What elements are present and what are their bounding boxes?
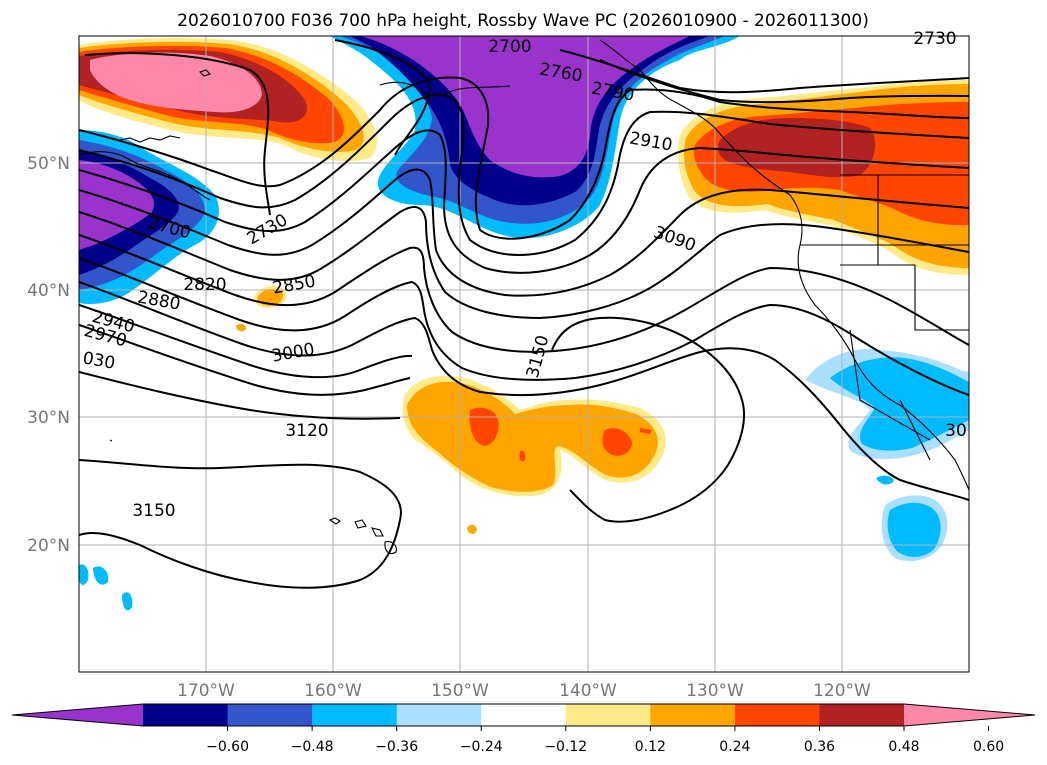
colorbar-segment [565, 704, 651, 726]
lon-label: 170°W [177, 681, 235, 701]
height-contours [79, 39, 969, 589]
colorbar-segment [481, 704, 567, 726]
contour-label: 30 [945, 421, 967, 441]
positive-anomaly-shading [79, 37, 969, 534]
colorbar-tick-label: −0.36 [375, 739, 418, 755]
colorbar-segment [227, 704, 313, 726]
colorbar-tick-label: 0.48 [888, 739, 919, 755]
lat-label: 50°N [27, 154, 70, 174]
colorbar-extend-low [12, 704, 143, 726]
colorbar: −0.60 −0.48 −0.36 −0.24 −0.12 0.12 0.24 0.36 0.4… [11, 703, 1036, 755]
colorbar-tick-label: 0.60 [973, 739, 1004, 755]
contour-label: 3150 [132, 501, 175, 521]
colorbar-tick-label: 0.24 [719, 739, 750, 755]
colorbar-segment [734, 704, 820, 726]
lat-label: 20°N [27, 536, 70, 556]
colorbar-tick-label: 0.12 [635, 739, 666, 755]
colorbar-tick-label: −0.12 [544, 739, 587, 755]
coastlines [79, 39, 969, 555]
contour-label: 2820 [183, 275, 226, 295]
svg-text:3150: 3150 [132, 501, 175, 521]
svg-text:3120: 3120 [285, 421, 328, 441]
longitude-labels: 170°W 160°W 150°W 140°W 130°W 120°W [177, 681, 871, 701]
lon-label: 160°W [304, 681, 362, 701]
svg-text:2730: 2730 [913, 29, 956, 49]
svg-text:2700: 2700 [488, 37, 531, 57]
colorbar-tick-label: −0.60 [206, 739, 249, 755]
figure-title: 2026010700 F036 700 hPa height, Rossby W… [177, 11, 869, 31]
colorbar-segment [650, 704, 736, 726]
colorbar-outline [11, 703, 1036, 727]
lon-label: 150°W [431, 681, 489, 701]
colorbar-extend-high [904, 704, 1035, 726]
contour-label: 2730 [913, 29, 956, 49]
lat-label: 40°N [27, 281, 70, 301]
colorbar-tick-label: −0.24 [460, 739, 503, 755]
svg-text:30: 30 [945, 421, 967, 441]
contour-label: 2700 [488, 37, 531, 57]
latitude-labels: 50°N 40°N 30°N 20°N [27, 154, 70, 556]
colorbar-tick-label: 0.36 [804, 739, 835, 755]
contour-labels: 2700 2760 2790 2730 2910 3090 2700 2730 … [81, 29, 967, 521]
colorbar-segment [396, 704, 482, 726]
lon-label: 130°W [686, 681, 744, 701]
map-area [79, 36, 969, 672]
colorbar-tick-label: −0.48 [291, 739, 334, 755]
graticule [79, 36, 969, 672]
contour-label: 3120 [285, 421, 328, 441]
colorbar-segment [312, 704, 398, 726]
svg-text:2820: 2820 [183, 275, 226, 295]
lon-label: 120°W [813, 681, 871, 701]
lat-label: 30°N [27, 408, 70, 428]
lon-label: 140°W [559, 681, 617, 701]
colorbar-segment [143, 704, 229, 726]
map-frame [78, 35, 970, 673]
colorbar-segment [819, 704, 905, 726]
